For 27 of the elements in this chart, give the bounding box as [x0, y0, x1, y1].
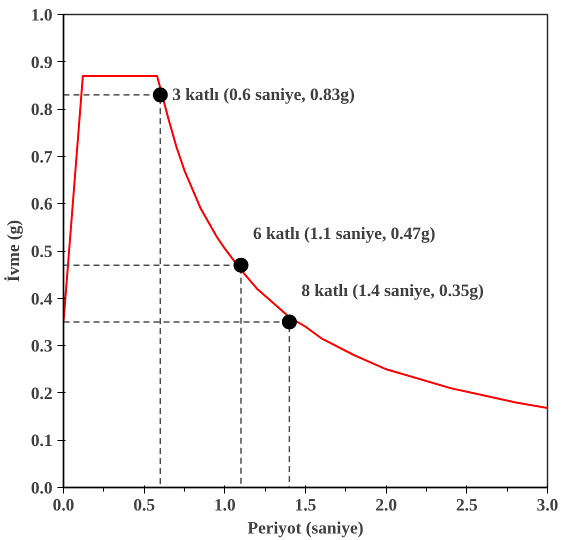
- y-tick-label: 0.5: [30, 242, 53, 261]
- y-tick-label: 0.6: [30, 194, 53, 214]
- annotation: 6 katlı (1.1 saniye, 0.47g): [252, 224, 436, 244]
- y-tick-label: 0.2: [30, 384, 53, 403]
- y-tick-label: 0.8: [30, 100, 53, 120]
- y-tick-label: 0.1: [30, 431, 53, 450]
- y-tick-label: 0.9: [30, 52, 53, 72]
- annotation: 8 katlı (1.4 saniye, 0.35g): [301, 280, 484, 300]
- y-tick-label: 1.0: [30, 6, 53, 24]
- y-tick-label: 0.4: [30, 289, 53, 308]
- x-tick-label: 2.0: [375, 496, 398, 514]
- x-axis-title: Periyot (saniye): [248, 518, 364, 538]
- x-tick-label: 1.0: [214, 496, 236, 514]
- point: [282, 314, 297, 330]
- annotation: 3 katlı (0.6 saniye, 0.83g): [172, 84, 355, 104]
- x-tick-label: 0.0: [52, 496, 74, 514]
- y-tick-label: 0.3: [30, 336, 53, 356]
- point: [152, 87, 168, 102]
- x-tick-label: 3.0: [536, 496, 558, 514]
- line-series: [64, 74, 548, 410]
- point: [233, 258, 248, 273]
- y-axis-title: İvme (g): [4, 220, 23, 282]
- x-tick-label: 0.5: [133, 496, 156, 514]
- x-tick-label: 2.5: [456, 496, 478, 514]
- x-tick-label: 1.5: [294, 496, 317, 514]
- y-tick-label: 0.0: [30, 478, 53, 498]
- y-tick-label: 0.7: [30, 147, 53, 166]
